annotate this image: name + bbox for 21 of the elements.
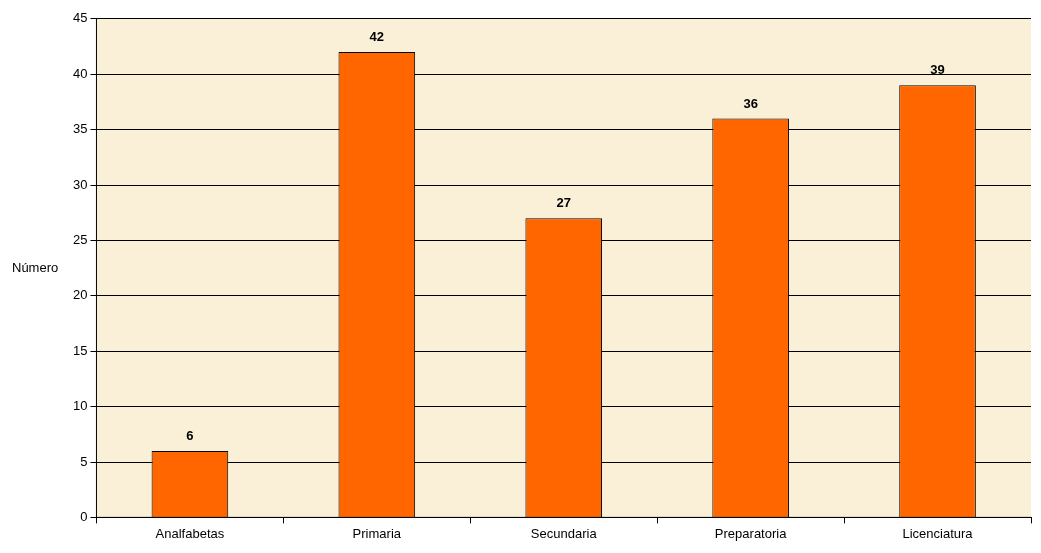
x-tick-label: Secundaria bbox=[530, 525, 598, 541]
y-tick-label: 25 bbox=[72, 231, 88, 247]
y-tick-label: 5 bbox=[80, 453, 88, 469]
data-label: 27 bbox=[556, 195, 571, 211]
x-tick-label: Preparatoria bbox=[714, 525, 788, 541]
y-tick-label: 35 bbox=[72, 121, 88, 137]
y-tick-label: 10 bbox=[72, 398, 88, 414]
data-label: 6 bbox=[186, 428, 194, 443]
data-label: 36 bbox=[743, 95, 758, 111]
y-tick-label: 20 bbox=[72, 287, 88, 303]
y-tick-label: 0 bbox=[80, 508, 88, 524]
x-tick-label: Analfabetas bbox=[155, 525, 225, 541]
x-tick-label: Primaria bbox=[352, 525, 402, 541]
x-tick-label: Licenciatura bbox=[902, 525, 974, 541]
data-label: 42 bbox=[369, 29, 385, 45]
y-tick-label: 40 bbox=[72, 65, 88, 81]
y-tick-label: 45 bbox=[72, 10, 88, 26]
y-tick-label: 15 bbox=[72, 342, 88, 358]
y-axis-title: Número bbox=[12, 259, 59, 275]
data-label: 39 bbox=[930, 62, 945, 78]
y-tick-label: 30 bbox=[72, 176, 88, 192]
